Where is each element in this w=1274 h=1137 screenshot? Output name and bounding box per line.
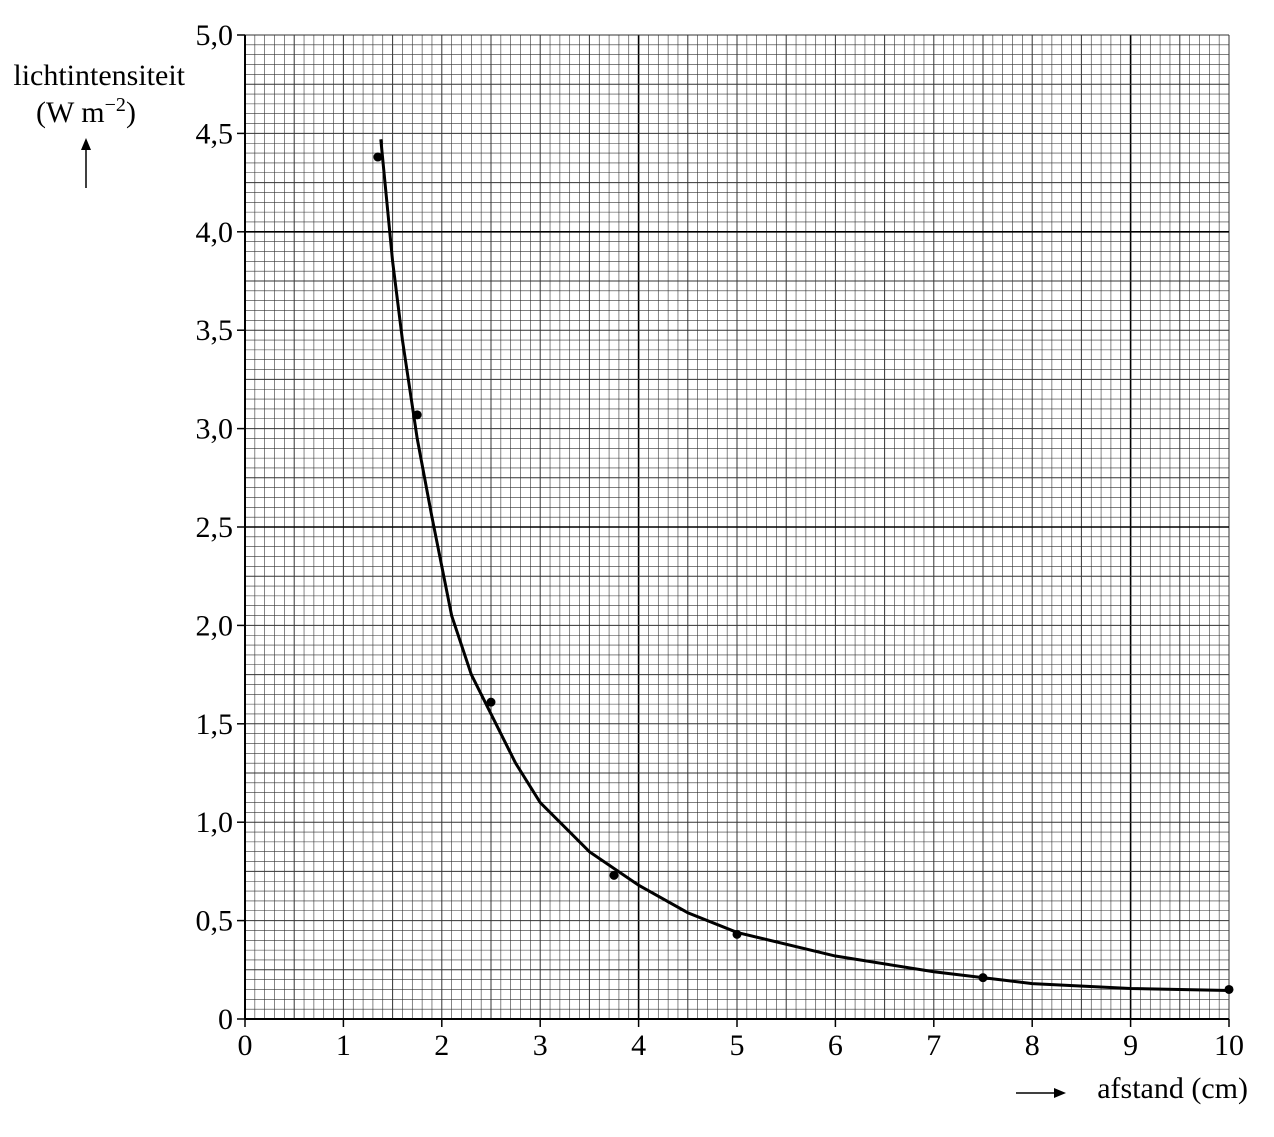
y-tick-label: 1,5 [196, 708, 234, 741]
x-tick-label: 10 [1214, 1029, 1244, 1062]
y-tick-label: 5,0 [196, 19, 234, 52]
y-tick-label: 3,0 [196, 413, 234, 446]
y-axis-label: lichtintensiteit [13, 59, 185, 92]
x-tick-label: 2 [434, 1029, 449, 1062]
fit-curve [379, 139, 1230, 992]
y-tick-label: 1,0 [196, 806, 234, 839]
y-tick-label: 2,0 [196, 609, 234, 642]
y-axis-unit: (W m−2) [36, 94, 136, 129]
data-point [486, 697, 496, 707]
unit-base: (W m [36, 96, 105, 129]
y-tick-label: 3,5 [196, 314, 234, 347]
x-arrow-head [1054, 1088, 1066, 1098]
data-point [609, 870, 619, 880]
y-arrow-head [81, 138, 91, 150]
x-tick-label: 4 [631, 1029, 646, 1062]
x-tick-label: 1 [336, 1029, 351, 1062]
y-tick-label: 4,0 [196, 216, 234, 249]
unit-close: ) [126, 96, 136, 129]
graph-paper [244, 34, 1230, 1020]
unit-exponent: −2 [105, 94, 126, 116]
x-tick-label: 3 [533, 1029, 548, 1062]
x-tick-label: 7 [926, 1029, 941, 1062]
y-tick-label: 0,5 [196, 905, 234, 938]
x-axis-label: afstand (cm) [1097, 1072, 1248, 1105]
x-tick-label: 9 [1123, 1029, 1138, 1062]
y-tick-label: 2,5 [196, 511, 234, 544]
data-point [373, 152, 383, 162]
x-tick-label: 0 [238, 1029, 253, 1062]
x-tick-label: 5 [730, 1029, 745, 1062]
x-tick-label: 8 [1025, 1029, 1040, 1062]
y-tick-label: 0 [218, 1003, 233, 1036]
x-tick-label: 6 [828, 1029, 843, 1062]
y-tick-label: 4,5 [196, 117, 234, 150]
